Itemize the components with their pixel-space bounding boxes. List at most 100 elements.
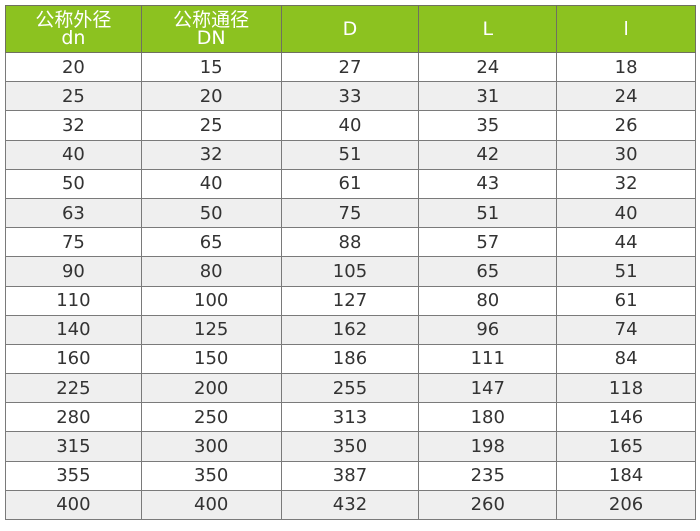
table-row: 355 350 387 235 184 (5, 460, 696, 491)
table-cell: 40 (556, 197, 696, 229)
table-row: 110 100 127 80 61 (5, 285, 696, 316)
header-dn: 公称外径 dn (5, 5, 142, 53)
table-row: 400 400 432 260 206 (5, 489, 696, 521)
table-cell: 24 (556, 81, 696, 112)
table-cell: 432 (280, 489, 420, 521)
table-cell: 40 (140, 168, 282, 199)
table-cell: 280 (5, 402, 142, 433)
table-cell: 225 (5, 373, 142, 404)
table-row: 20 15 27 24 18 (5, 51, 696, 83)
table-cell: 40 (280, 110, 420, 141)
table-cell: 31 (418, 81, 558, 112)
header-D: D (280, 5, 420, 53)
table-cell: 96 (418, 314, 558, 345)
table-cell: 18 (556, 51, 696, 83)
table-cell: 75 (5, 227, 142, 258)
table-cell: 250 (140, 402, 282, 433)
table-row: 50 40 61 43 32 (5, 168, 696, 199)
table-cell: 146 (556, 402, 696, 433)
header-title: 公称通径 (173, 9, 250, 31)
table-cell: 127 (280, 285, 420, 316)
dimension-table: 公称外径 dn 公称通径 DN D L l 20 15 27 24 18 25 20 33 31 24… (5, 5, 696, 521)
table-row: 63 50 75 51 40 (5, 197, 696, 229)
table-cell: 125 (140, 314, 282, 345)
table-cell: 75 (280, 197, 420, 229)
header-sub: dn (61, 27, 86, 49)
table-cell: 40 (5, 139, 142, 170)
table-row: 140 125 162 96 74 (5, 314, 696, 345)
table-cell: 184 (556, 460, 696, 491)
table-cell: 35 (418, 110, 558, 141)
table-cell: 24 (418, 51, 558, 83)
table-cell: 90 (5, 256, 142, 287)
header-title: 公称外径 (35, 9, 112, 31)
header-sub: DN (196, 27, 226, 49)
table-cell: 180 (418, 402, 558, 433)
header-L: L (418, 5, 558, 53)
table-cell: 42 (418, 139, 558, 170)
table-cell: 400 (140, 489, 282, 521)
table-cell: 57 (418, 227, 558, 258)
header-row: 公称外径 dn 公称通径 DN D L l (5, 5, 696, 53)
table-cell: 88 (280, 227, 420, 258)
table-cell: 50 (140, 197, 282, 229)
table-cell: 32 (556, 168, 696, 199)
table-cell: 160 (5, 343, 142, 375)
table-cell: 350 (140, 460, 282, 491)
table-cell: 111 (418, 343, 558, 375)
table-cell: 43 (418, 168, 558, 199)
table-cell: 84 (556, 343, 696, 375)
table-cell: 235 (418, 460, 558, 491)
table-row: 25 20 33 31 24 (5, 81, 696, 112)
header-DN: 公称通径 DN (140, 5, 282, 53)
table-cell: 30 (556, 139, 696, 170)
table-cell: 118 (556, 373, 696, 404)
table-cell: 25 (140, 110, 282, 141)
table-cell: 51 (280, 139, 420, 170)
table-cell: 200 (140, 373, 282, 404)
table-row: 160 150 186 111 84 (5, 343, 696, 375)
table-cell: 44 (556, 227, 696, 258)
table-cell: 63 (5, 197, 142, 229)
table-cell: 51 (418, 197, 558, 229)
table-cell: 260 (418, 489, 558, 521)
table-cell: 140 (5, 314, 142, 345)
table-row: 280 250 313 180 146 (5, 402, 696, 433)
table-cell: 61 (280, 168, 420, 199)
table-cell: 313 (280, 402, 420, 433)
table-cell: 300 (140, 431, 282, 462)
table-cell: 15 (140, 51, 282, 83)
table-cell: 198 (418, 431, 558, 462)
table-cell: 33 (280, 81, 420, 112)
table-row: 32 25 40 35 26 (5, 110, 696, 141)
table-cell: 25 (5, 81, 142, 112)
table-cell: 147 (418, 373, 558, 404)
table-cell: 27 (280, 51, 420, 83)
table-cell: 315 (5, 431, 142, 462)
table-cell: 80 (140, 256, 282, 287)
table-cell: 65 (418, 256, 558, 287)
table-cell: 186 (280, 343, 420, 375)
table-cell: 105 (280, 256, 420, 287)
table-row: 225 200 255 147 118 (5, 373, 696, 404)
table-row: 75 65 88 57 44 (5, 227, 696, 258)
table-cell: 20 (140, 81, 282, 112)
header-l: l (556, 5, 696, 53)
table-row: 40 32 51 42 30 (5, 139, 696, 170)
table-cell: 387 (280, 460, 420, 491)
table-cell: 80 (418, 285, 558, 316)
table-cell: 20 (5, 51, 142, 83)
table-cell: 255 (280, 373, 420, 404)
table-cell: 32 (140, 139, 282, 170)
table-cell: 162 (280, 314, 420, 345)
table-row: 315 300 350 198 165 (5, 431, 696, 462)
table-cell: 110 (5, 285, 142, 316)
table-cell: 51 (556, 256, 696, 287)
table-cell: 100 (140, 285, 282, 316)
table-cell: 150 (140, 343, 282, 375)
table-cell: 350 (280, 431, 420, 462)
table-cell: 50 (5, 168, 142, 199)
table-cell: 206 (556, 489, 696, 521)
table-row: 90 80 105 65 51 (5, 256, 696, 287)
table-cell: 165 (556, 431, 696, 462)
